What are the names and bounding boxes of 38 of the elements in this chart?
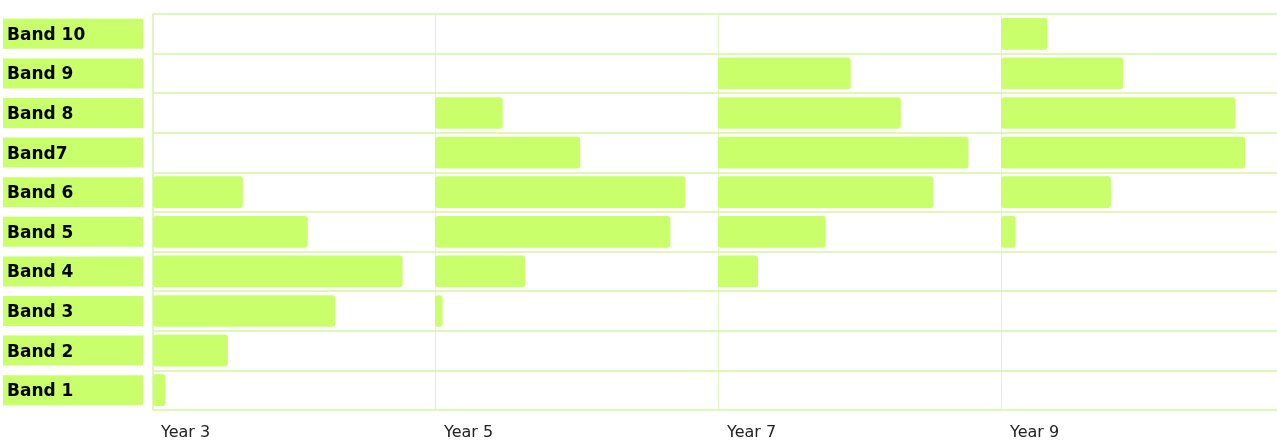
y-tick-label: Band 10 [7,23,86,44]
bar [435,136,581,169]
bar [153,176,243,209]
bar [435,255,526,288]
y-tick-label: Band 4 [7,261,74,282]
y-tick-label: Band7 [7,142,68,163]
bar [435,295,443,327]
y-tick-label: Band 2 [7,340,74,361]
bar [153,255,403,288]
y-tick-label: Band 9 [7,63,74,84]
y-tick-label: Band 5 [7,221,74,242]
bar [153,334,228,367]
bar [718,97,901,129]
bar [1001,215,1016,248]
y-tick-label: Band 8 [7,103,74,123]
x-axis-title: Year 9 [1009,421,1060,441]
bar [1001,136,1246,169]
bar [153,374,166,407]
bar [435,97,503,129]
bar [1001,176,1111,209]
bar [718,57,851,90]
x-axis-title: Year 3 [160,421,211,441]
bar [435,176,686,209]
bar [1001,57,1124,90]
y-tick-label: Band 3 [7,301,74,321]
bar [153,215,308,248]
y-tick-label: Band 1 [7,380,74,401]
bar [718,136,969,169]
bar [718,255,759,288]
bar [153,295,336,327]
y-tick-label: Band 6 [7,182,74,203]
x-axis-title: Year 5 [443,421,494,441]
bar [1001,97,1236,129]
bar [718,176,934,209]
bar [435,215,671,248]
x-axis-title: Year 7 [726,421,777,441]
bar [1001,17,1048,50]
bar [718,215,826,248]
